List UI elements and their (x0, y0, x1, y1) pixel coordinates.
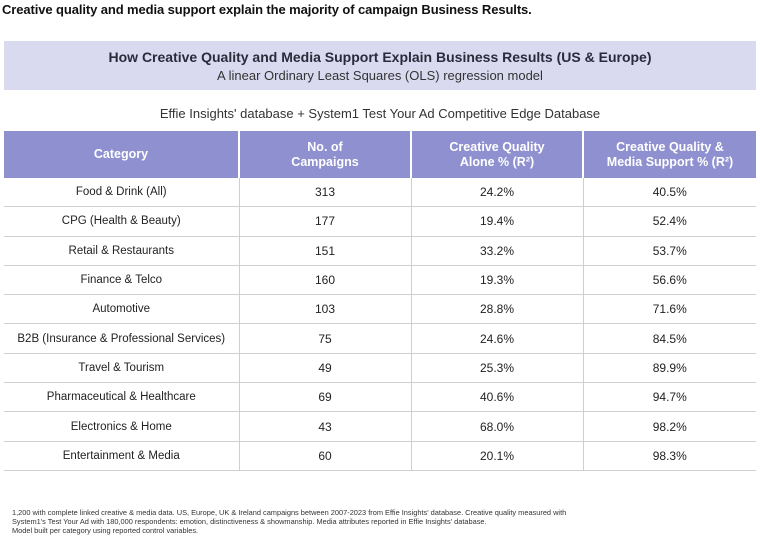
creative-cell: 25.3% (411, 353, 584, 384)
header-combined-line1: Creative Quality & (616, 139, 724, 154)
campaigns-cell: 60 (239, 441, 412, 471)
category-cell: Entertainment & Media (4, 441, 240, 471)
combined-cell: 71.6% (583, 294, 756, 325)
campaigns-cell: 75 (239, 323, 412, 354)
campaigns-cell: 103 (239, 294, 412, 325)
creative-cell: 24.6% (411, 323, 584, 354)
source-line: Effie Insights' database + System1 Test … (159, 106, 601, 121)
footnote-line-2: System1's Test Your Ad with 180,000 resp… (12, 517, 487, 526)
creative-cell: 40.6% (411, 382, 584, 413)
combined-cell: 53.7% (583, 236, 756, 266)
category-cell: Retail & Restaurants (4, 236, 240, 266)
category-cell: Automotive (4, 294, 240, 325)
header-campaigns: No. of Campaigns (239, 131, 412, 178)
campaigns-cell: 151 (239, 236, 412, 266)
page-headline: Creative quality and media support expla… (2, 2, 532, 17)
title-banner: How Creative Quality and Media Support E… (4, 41, 756, 90)
table-row: Travel & Tourism 49 25.3% 89.9% (4, 353, 756, 384)
header-creative-line2: Alone % (R²) (459, 154, 535, 169)
banner-title: How Creative Quality and Media Support E… (108, 49, 652, 65)
header-combined: Creative Quality & Media Support % (R²) (583, 131, 756, 178)
combined-cell: 89.9% (583, 353, 756, 384)
table-row: Electronics & Home 43 68.0% 98.2% (4, 411, 756, 442)
table-row: Retail & Restaurants 151 33.2% 53.7% (4, 236, 756, 266)
banner-subtitle: A linear Ordinary Least Squares (OLS) re… (217, 68, 543, 83)
combined-cell: 94.7% (583, 382, 756, 413)
header-creative: Creative Quality Alone % (R²) (411, 131, 584, 178)
creative-cell: 19.4% (411, 206, 584, 237)
creative-cell: 28.8% (411, 294, 584, 325)
category-cell: CPG (Health & Beauty) (4, 206, 240, 237)
footnote: 1,200 with complete linked creative & me… (12, 508, 752, 535)
category-cell: B2B (Insurance & Professional Services) (4, 323, 240, 354)
campaigns-cell: 313 (239, 178, 412, 208)
header-creative-line1: Creative Quality (449, 139, 545, 154)
creative-cell: 19.3% (411, 265, 584, 296)
campaigns-cell: 49 (239, 353, 412, 384)
header-campaigns-line1: No. of (307, 139, 343, 154)
table-row: CPG (Health & Beauty) 177 19.4% 52.4% (4, 206, 756, 237)
category-cell: Travel & Tourism (4, 353, 240, 384)
footnote-line-3: Model built per category using reported … (12, 526, 199, 535)
combined-cell: 98.2% (583, 411, 756, 442)
table-row: Automotive 103 28.8% 71.6% (4, 294, 756, 325)
combined-cell: 40.5% (583, 178, 756, 208)
table-row: Finance & Telco 160 19.3% 56.6% (4, 265, 756, 296)
campaigns-cell: 177 (239, 206, 412, 237)
category-cell: Food & Drink (All) (4, 178, 240, 208)
combined-cell: 52.4% (583, 206, 756, 237)
combined-cell: 84.5% (583, 323, 756, 354)
table-row: Entertainment & Media 60 20.1% 98.3% (4, 441, 756, 471)
campaigns-cell: 69 (239, 382, 412, 413)
combined-cell: 98.3% (583, 441, 756, 471)
results-table: Category No. of Campaigns Creative Quali… (4, 131, 756, 471)
table-row: B2B (Insurance & Professional Services) … (4, 323, 756, 354)
category-cell: Finance & Telco (4, 265, 240, 296)
footnote-line-1: 1,200 with complete linked creative & me… (12, 508, 567, 517)
combined-cell: 56.6% (583, 265, 756, 296)
creative-cell: 33.2% (411, 236, 584, 266)
category-cell: Electronics & Home (4, 411, 240, 442)
header-category: Category (4, 131, 240, 178)
header-combined-line2: Media Support % (R²) (606, 154, 734, 169)
campaigns-cell: 160 (239, 265, 412, 296)
header-campaigns-line2: Campaigns (291, 154, 359, 169)
creative-cell: 20.1% (411, 441, 584, 471)
table-body: Food & Drink (All) 313 24.2% 40.5% CPG (… (4, 178, 756, 471)
header-category-label: Category (93, 147, 149, 161)
table-row: Pharmaceutical & Healthcare 69 40.6% 94.… (4, 382, 756, 413)
category-cell: Pharmaceutical & Healthcare (4, 382, 240, 413)
creative-cell: 68.0% (411, 411, 584, 442)
campaigns-cell: 43 (239, 411, 412, 442)
table-row: Food & Drink (All) 313 24.2% 40.5% (4, 178, 756, 208)
table-header-row: Category No. of Campaigns Creative Quali… (4, 131, 756, 178)
creative-cell: 24.2% (411, 178, 584, 208)
